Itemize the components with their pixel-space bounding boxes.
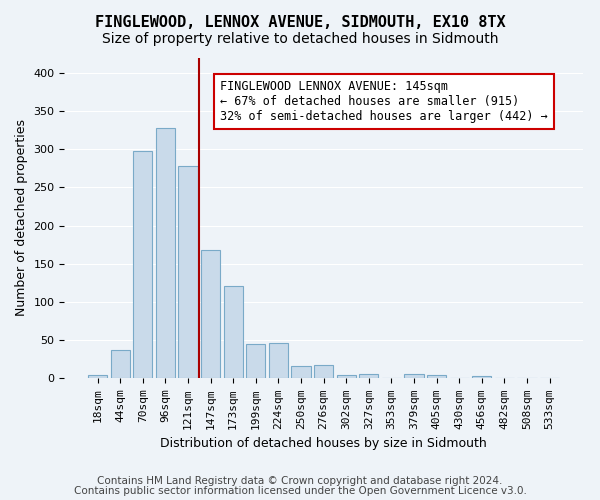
- Bar: [201, 250, 220, 378]
- Bar: [292, 366, 311, 378]
- Bar: [246, 344, 265, 378]
- Text: Contains public sector information licensed under the Open Government Licence v3: Contains public sector information licen…: [74, 486, 526, 496]
- Text: FINGLEWOOD, LENNOX AVENUE, SIDMOUTH, EX10 8TX: FINGLEWOOD, LENNOX AVENUE, SIDMOUTH, EX1…: [95, 15, 505, 30]
- Text: Size of property relative to detached houses in Sidmouth: Size of property relative to detached ho…: [102, 32, 498, 46]
- Bar: [110, 350, 130, 378]
- Bar: [359, 374, 379, 378]
- Bar: [404, 374, 424, 378]
- Text: FINGLEWOOD LENNOX AVENUE: 145sqm
← 67% of detached houses are smaller (915)
32% : FINGLEWOOD LENNOX AVENUE: 145sqm ← 67% o…: [220, 80, 548, 123]
- Bar: [472, 376, 491, 378]
- Text: Contains HM Land Registry data © Crown copyright and database right 2024.: Contains HM Land Registry data © Crown c…: [97, 476, 503, 486]
- Bar: [133, 152, 152, 378]
- Bar: [427, 376, 446, 378]
- Bar: [337, 374, 356, 378]
- Bar: [314, 366, 333, 378]
- Bar: [224, 286, 243, 378]
- Bar: [156, 128, 175, 378]
- Y-axis label: Number of detached properties: Number of detached properties: [15, 120, 28, 316]
- X-axis label: Distribution of detached houses by size in Sidmouth: Distribution of detached houses by size …: [160, 437, 487, 450]
- Bar: [88, 376, 107, 378]
- Bar: [269, 344, 288, 378]
- Bar: [178, 166, 197, 378]
